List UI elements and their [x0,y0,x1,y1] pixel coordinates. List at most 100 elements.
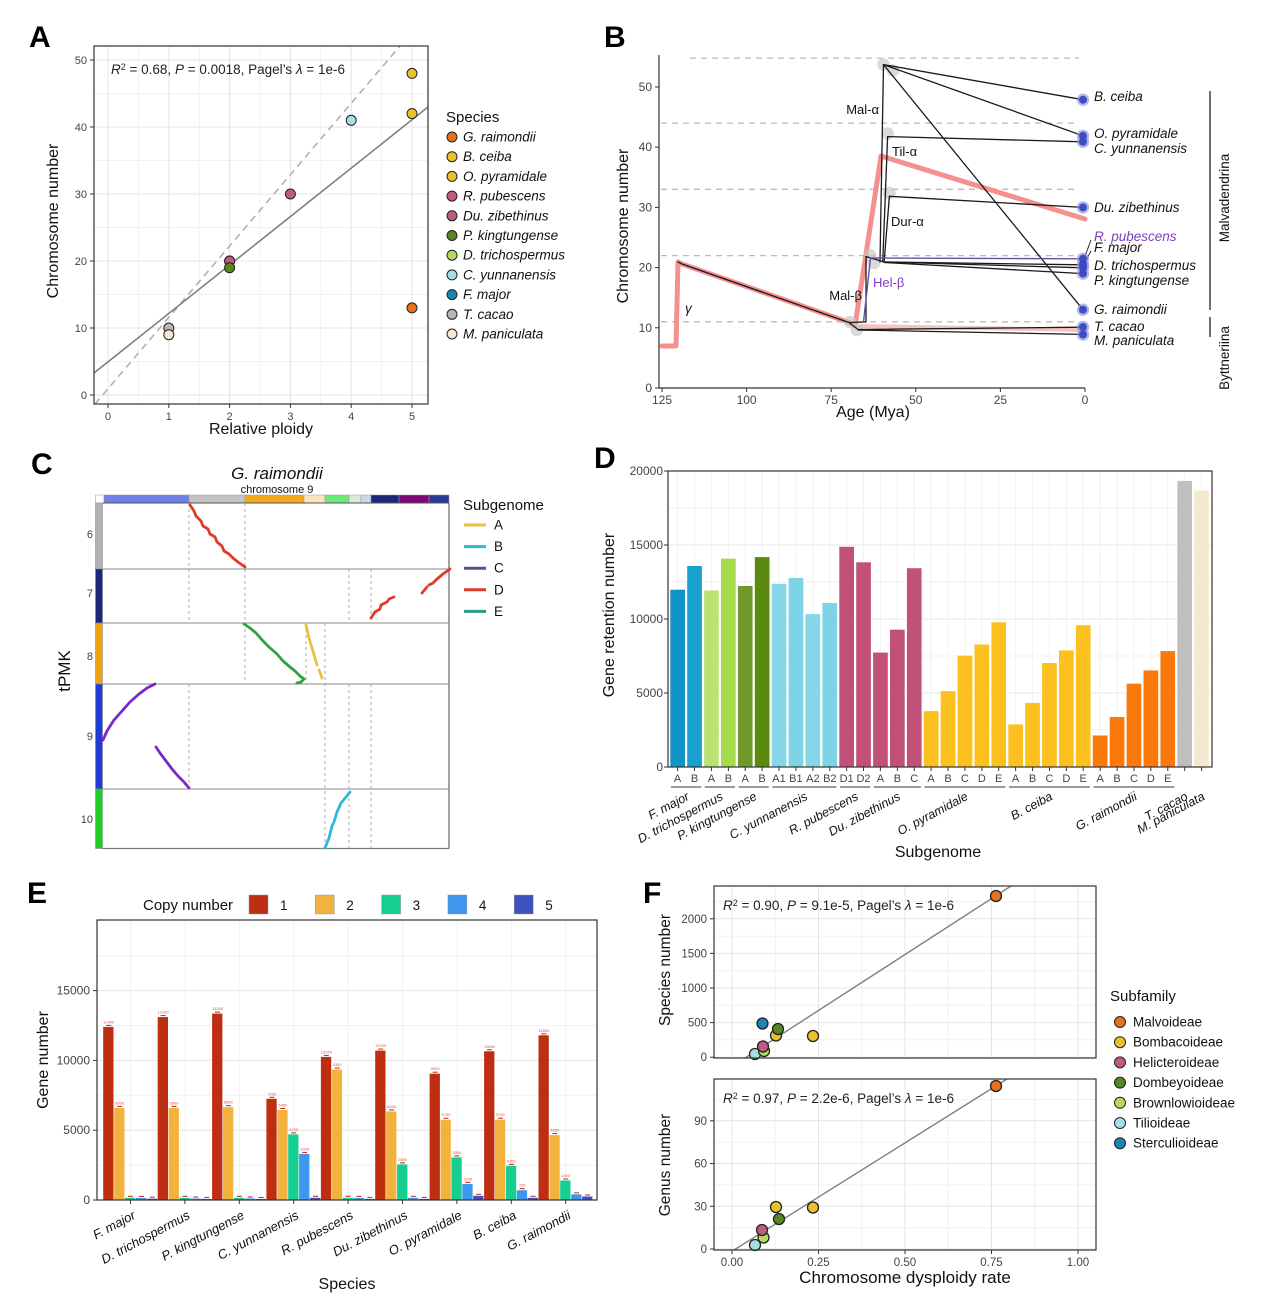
svg-text:D: D [1147,773,1155,785]
svg-text:2450: 2450 [507,1158,517,1163]
svg-text:Species: Species [319,1276,376,1293]
svg-text:B: B [944,773,951,785]
svg-text:40: 40 [639,140,653,154]
svg-text:Du. zibethinus: Du. zibethinus [1094,200,1180,215]
svg-text:Subgenome: Subgenome [895,844,981,861]
svg-text:B: B [725,773,732,785]
svg-text:Subgenome: Subgenome [463,497,544,514]
svg-text:G. raimondii: G. raimondii [1094,302,1168,317]
svg-text:1.00: 1.00 [1067,1257,1089,1269]
svg-text:500: 500 [688,1018,707,1030]
svg-text:2550: 2550 [398,1157,408,1162]
svg-text:B: B [1113,773,1120,785]
svg-text:D2: D2 [856,773,870,785]
svg-text:A: A [674,773,682,785]
svg-text:10700: 10700 [375,1043,387,1048]
svg-text:50: 50 [75,55,87,67]
svg-text:R2 = 0.97, P = 2.2e-6, Pagel’s: R2 = 0.97, P = 2.2e-6, Pagel’s λ = 1e-6 [723,1091,954,1106]
svg-text:Dombeyoideae: Dombeyoideae [1133,1075,1224,1090]
svg-text:2000: 2000 [681,914,707,926]
svg-text:A: A [1012,773,1020,785]
svg-text:C: C [1130,773,1138,785]
svg-text:8: 8 [87,651,93,663]
svg-text:Chromosome dysploidy rate: Chromosome dysploidy rate [799,1268,1011,1287]
svg-text:10000: 10000 [57,1053,91,1067]
svg-text:0: 0 [645,381,652,395]
svg-text:Chromosome number: Chromosome number [45,143,62,298]
svg-text:30: 30 [75,189,87,201]
svg-text:Malvadendrina: Malvadendrina [1217,153,1232,242]
svg-text:Helicteroideae: Helicteroideae [1133,1055,1219,1070]
svg-text:1000: 1000 [681,983,707,995]
svg-text:Relative ploidy: Relative ploidy [209,421,313,438]
svg-text:E: E [995,773,1002,785]
svg-text:F. major: F. major [463,287,511,302]
svg-text:10: 10 [81,814,93,826]
svg-text:9050: 9050 [431,1066,441,1071]
svg-text:T. cacao: T. cacao [1094,319,1145,334]
svg-text:Tilioideae: Tilioideae [1133,1116,1190,1131]
svg-text:chromosome 9: chromosome 9 [241,484,314,496]
svg-text:13100: 13100 [158,1010,170,1015]
svg-text:5: 5 [409,411,415,423]
svg-text:20: 20 [639,261,653,275]
svg-text:6600: 6600 [170,1100,180,1105]
svg-text:C: C [494,561,504,576]
svg-text:0: 0 [105,411,111,423]
svg-text:B: B [494,539,503,554]
svg-text:Hel-β: Hel-β [873,275,904,290]
svg-text:1: 1 [166,411,172,423]
svg-text:Gene number: Gene number [35,1010,52,1109]
svg-text:1: 1 [280,898,288,913]
svg-text:Mal-β: Mal-β [829,288,862,303]
svg-text:0: 0 [656,760,663,774]
svg-text:12400: 12400 [103,1019,115,1024]
svg-text:B. ceiba: B. ceiba [1008,789,1054,823]
svg-text:R2 = 0.90, P = 9.1e-5, Pagel’s: R2 = 0.90, P = 9.1e-5, Pagel’s λ = 1e-6 [723,898,954,913]
svg-text:Gene retention number: Gene retention number [601,532,618,697]
svg-text:Du. zibethinus: Du. zibethinus [463,208,549,223]
svg-text:0: 0 [701,1052,707,1064]
svg-text:5750: 5750 [442,1112,452,1117]
svg-text:1500: 1500 [681,948,707,960]
svg-text:Dur-α: Dur-α [891,214,924,229]
svg-text:T. cacao: T. cacao [463,307,514,322]
svg-text:Bombacoideae: Bombacoideae [1133,1035,1223,1050]
svg-text:30: 30 [639,200,653,214]
svg-text:E: E [494,604,503,619]
svg-text:A2: A2 [806,773,819,785]
svg-text:C. yunnanensis: C. yunnanensis [1094,141,1187,156]
svg-text:P. kingtungense: P. kingtungense [1094,273,1189,288]
svg-text:G. raimondii: G. raimondii [231,464,324,483]
svg-text:D: D [494,582,504,597]
svg-text:5000: 5000 [636,686,663,700]
svg-text:Chromosome number: Chromosome number [615,148,632,303]
svg-text:6450: 6450 [278,1103,288,1108]
svg-text:D: D [978,773,986,785]
svg-text:E: E [1080,773,1087,785]
svg-text:F: F [643,877,661,910]
svg-text:0.75: 0.75 [980,1257,1002,1269]
svg-text:6: 6 [87,529,93,541]
svg-text:5000: 5000 [63,1123,90,1137]
svg-text:20: 20 [75,256,87,268]
svg-text:6600: 6600 [115,1100,125,1105]
svg-text:20000: 20000 [630,464,664,478]
svg-text:100: 100 [737,393,757,407]
svg-text:3: 3 [413,898,421,913]
svg-text:Subfamily: Subfamily [1110,988,1176,1005]
svg-text:A: A [494,518,503,533]
svg-text:Sterculioideae: Sterculioideae [1133,1136,1219,1151]
svg-text:γ: γ [685,301,693,316]
svg-text:Species: Species [446,109,499,126]
svg-text:13350: 13350 [212,1006,224,1011]
svg-text:Byttneriina: Byttneriina [1217,326,1232,390]
svg-text:C: C [961,773,969,785]
svg-text:R. pubescens: R. pubescens [1094,229,1177,244]
svg-text:90: 90 [694,1116,707,1128]
svg-text:O. pyramidale: O. pyramidale [895,789,970,838]
svg-text:1150: 1150 [463,1176,472,1181]
svg-text:Copy number: Copy number [143,897,233,914]
svg-text:7: 7 [87,588,93,600]
svg-text:0: 0 [83,1193,90,1207]
